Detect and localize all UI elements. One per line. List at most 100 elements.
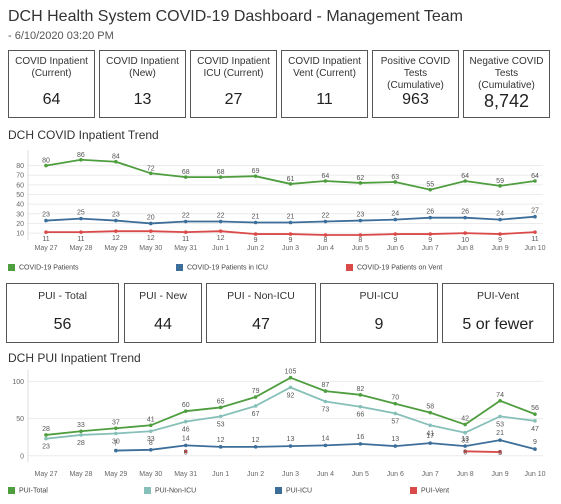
data-label: 9 (393, 237, 397, 244)
x-tick-label: May 30 (139, 471, 162, 478)
data-label: 58 (426, 404, 434, 411)
data-label: 21 (252, 213, 260, 220)
data-point (428, 232, 433, 236)
data-label: 68 (182, 169, 190, 176)
kpi-card-covid-inpatient-vent[interactable]: COVID Inpatient Vent (Current) 11 (281, 50, 368, 118)
x-tick-label: May 27 (35, 471, 58, 478)
data-point (463, 444, 467, 448)
data-point (253, 445, 258, 449)
data-point (428, 423, 433, 428)
kpi-card-pui-new[interactable]: PUI - New 44 (124, 283, 202, 343)
data-label: 70 (391, 395, 399, 402)
data-point (253, 220, 258, 225)
data-label: 11 (42, 236, 49, 243)
data-point (218, 229, 223, 233)
legend-swatch (346, 264, 353, 271)
data-point (533, 412, 537, 416)
legend-label: COVID-19 Patients on Vent (357, 264, 443, 272)
data-point (358, 442, 363, 446)
data-label: 24 (496, 211, 504, 218)
data-point (183, 230, 188, 234)
kpi-card-pui-total[interactable]: PUI - Total 56 (6, 283, 119, 343)
data-point (463, 449, 467, 454)
kpi-card-covid-inpatient-current[interactable]: COVID Inpatient (Current) 64 (8, 50, 95, 118)
data-label: 47 (531, 426, 539, 433)
kpi-card-covid-inpatient-new[interactable]: COVID Inpatient (New) 13 (99, 50, 186, 118)
data-label: 13 (287, 436, 295, 443)
kpi-card-covid-inpatient-icu[interactable]: COVID Inpatient ICU (Current) 27 (190, 50, 277, 118)
data-point (323, 219, 328, 224)
legend-item-covid-patients[interactable]: COVID-19 Patients (8, 264, 79, 271)
data-label: 6 (463, 449, 467, 456)
x-tick-label: Jun 9 (492, 245, 509, 252)
x-tick-label: May 28 (69, 471, 92, 478)
legend-swatch (410, 487, 417, 494)
data-point (44, 230, 48, 234)
data-point (323, 179, 328, 183)
data-point (79, 157, 83, 162)
data-point (288, 385, 293, 390)
data-point (79, 429, 83, 434)
data-point (323, 389, 328, 393)
data-label: 12 (112, 235, 120, 242)
kpi-value: 56 (53, 316, 72, 333)
data-point (288, 375, 293, 380)
x-tick-label: Jun 8 (457, 471, 474, 478)
kpi-value: 11 (316, 91, 333, 108)
data-label: 42 (461, 416, 469, 423)
dashboard-title: DCH Health System COVID-19 Dashboard - M… (8, 8, 463, 25)
kpi-label: PUI-Vent (476, 290, 520, 302)
kpi-value: 8,742 (483, 91, 530, 111)
data-point (253, 232, 258, 236)
data-point (533, 230, 537, 234)
data-label: 80 (42, 158, 50, 165)
data-label: 41 (147, 416, 155, 423)
kpi-value: 13 (133, 91, 152, 108)
data-point (463, 430, 467, 435)
x-tick-label: May 27 (35, 245, 58, 252)
x-tick-label: Jun 6 (387, 245, 404, 252)
kpi-label: COVID Inpatient (Current) (15, 56, 88, 79)
data-point (393, 180, 398, 184)
dashboard-timestamp: - 6/10/2020 03:20 PM (8, 30, 114, 42)
data-point (44, 218, 48, 223)
data-point (218, 219, 223, 224)
kpi-card-negative-tests[interactable]: Negative COVID Tests (Cumulative) 8,742 (463, 50, 550, 118)
kpi-card-pui-icu[interactable]: PUI-ICU 9 (320, 283, 438, 343)
data-label: 53 (217, 421, 225, 428)
legend-item-covid-icu[interactable]: COVID-19 Patients in ICU (176, 264, 268, 271)
data-point (533, 419, 537, 423)
data-point (253, 174, 258, 178)
data-label: 37 (112, 419, 120, 426)
legend-item-covid-vent[interactable]: COVID-19 Patients on Vent (346, 264, 442, 271)
kpi-value: 27 (224, 91, 243, 108)
data-point (463, 231, 467, 235)
data-point (428, 187, 433, 192)
kpi-card-positive-tests[interactable]: Positive COVID Tests (Cumulative) 963 (372, 50, 459, 118)
kpi-label: PUI - Total (38, 290, 87, 302)
data-point (114, 159, 118, 164)
data-label: 8 (323, 237, 327, 244)
x-tick-label: Jun 5 (352, 471, 369, 478)
data-label: 16 (356, 434, 364, 441)
data-label: 72 (147, 165, 155, 172)
legend-item-pui-vent[interactable]: PUI-Vent (410, 487, 449, 494)
data-point (183, 409, 188, 413)
kpi-label: COVID Inpatient Vent (Current) (288, 56, 361, 79)
legend-item-pui-icu[interactable]: PUI-ICU (275, 487, 312, 494)
data-point (393, 444, 398, 448)
legend-item-pui-non-icu[interactable]: PUI-Non-ICU (144, 487, 196, 494)
x-tick-label: Jun 1 (212, 471, 229, 478)
x-tick-label: Jun 4 (317, 245, 334, 252)
y-tick-label: 10 (16, 231, 24, 238)
data-point (393, 411, 398, 416)
legend-item-pui-total[interactable]: PUI-Total (8, 487, 48, 494)
data-label: 23 (42, 212, 50, 219)
x-tick-label: May 31 (174, 471, 197, 478)
data-label: 23 (112, 212, 120, 219)
kpi-card-pui-non-icu[interactable]: PUI - Non-ICU 47 (206, 283, 316, 343)
y-tick-label: 40 (16, 202, 24, 209)
kpi-card-pui-vent[interactable]: PUI-Vent 5 or fewer (442, 283, 554, 343)
data-point (498, 450, 502, 454)
x-tick-label: Jun 5 (352, 245, 369, 252)
